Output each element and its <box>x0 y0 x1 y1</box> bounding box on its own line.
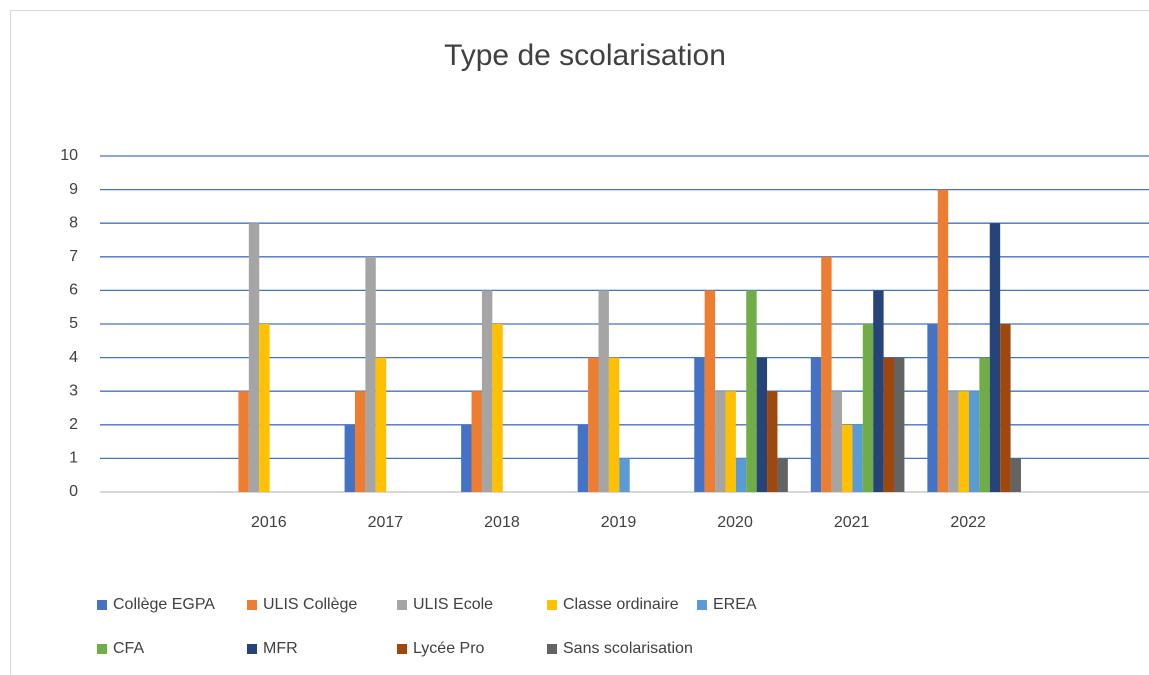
bar <box>894 357 905 492</box>
bar <box>608 357 620 492</box>
bar <box>883 357 895 492</box>
bar <box>588 357 599 492</box>
y-tick-label: 7 <box>69 248 78 265</box>
x-tick-label: 2019 <box>601 514 637 531</box>
bar <box>968 391 980 492</box>
bar <box>852 424 863 492</box>
bar <box>461 424 472 492</box>
y-tick-label: 9 <box>69 181 78 198</box>
y-tick-label: 6 <box>69 282 78 299</box>
bar <box>831 391 843 492</box>
bar <box>1000 324 1011 492</box>
legend-label: Collège EGPA <box>113 596 215 613</box>
bar <box>767 391 778 492</box>
bar <box>862 324 874 492</box>
legend-label: ULIS Collège <box>263 596 357 613</box>
bar <box>948 391 959 492</box>
legend-swatch <box>97 600 107 610</box>
legend-label: ULIS Ecole <box>413 596 493 613</box>
chart-border <box>10 10 1149 675</box>
y-tick-label: 10 <box>60 147 78 164</box>
legend-label: MFR <box>263 640 298 657</box>
bar <box>873 290 884 492</box>
legend-label: Classe ordinaire <box>563 596 679 613</box>
legend-swatch <box>97 644 107 654</box>
bar <box>777 458 788 492</box>
bar <box>937 189 949 492</box>
x-tick-label: 2018 <box>484 514 520 531</box>
y-tick-label: 8 <box>69 214 78 231</box>
bar <box>725 391 736 492</box>
bar <box>821 256 832 492</box>
bar <box>704 290 716 492</box>
bar <box>344 424 355 492</box>
legend-swatch <box>247 644 257 654</box>
bar <box>238 391 249 492</box>
legend-swatch <box>247 600 257 610</box>
bar <box>481 290 493 492</box>
y-tick-label: 1 <box>69 450 78 467</box>
legend-swatch <box>397 644 407 654</box>
bar <box>365 256 376 492</box>
y-tick-label: 4 <box>69 349 78 366</box>
chart-title: Type de scolarisation <box>444 39 726 72</box>
bar <box>471 391 482 492</box>
bar <box>715 391 726 492</box>
x-tick-label: 2022 <box>950 514 986 531</box>
bar <box>842 424 853 492</box>
x-tick-label: 2016 <box>251 514 287 531</box>
bar <box>375 357 387 492</box>
bar <box>619 458 630 492</box>
bar <box>1010 458 1021 492</box>
bar <box>598 290 609 492</box>
legend-swatch <box>697 600 707 610</box>
bar <box>756 357 768 492</box>
y-tick-label: 3 <box>69 382 78 399</box>
y-tick-label: 0 <box>69 483 78 500</box>
bar <box>248 223 260 492</box>
x-tick-label: 2017 <box>368 514 404 531</box>
legend-swatch <box>547 600 557 610</box>
y-tick-label: 5 <box>69 315 78 332</box>
x-tick-label: 2021 <box>834 514 870 531</box>
bar <box>735 458 747 492</box>
legend-swatch <box>397 600 407 610</box>
bar <box>577 424 589 492</box>
bar <box>979 357 990 492</box>
bar <box>694 357 705 492</box>
x-tick-label: 2020 <box>717 514 753 531</box>
bar <box>746 290 757 492</box>
bar <box>492 324 503 492</box>
legend-swatch <box>547 644 557 654</box>
bar <box>958 391 969 492</box>
bar <box>989 223 1001 492</box>
legend-label: EREA <box>713 596 757 613</box>
legend-label: CFA <box>113 640 144 657</box>
y-tick-label: 2 <box>69 416 78 433</box>
bar <box>259 324 270 492</box>
legend-label: Lycée Pro <box>413 640 485 657</box>
bar <box>810 357 822 492</box>
bar <box>927 324 938 492</box>
legend-label: Sans scolarisation <box>563 640 693 657</box>
bar <box>354 391 366 492</box>
